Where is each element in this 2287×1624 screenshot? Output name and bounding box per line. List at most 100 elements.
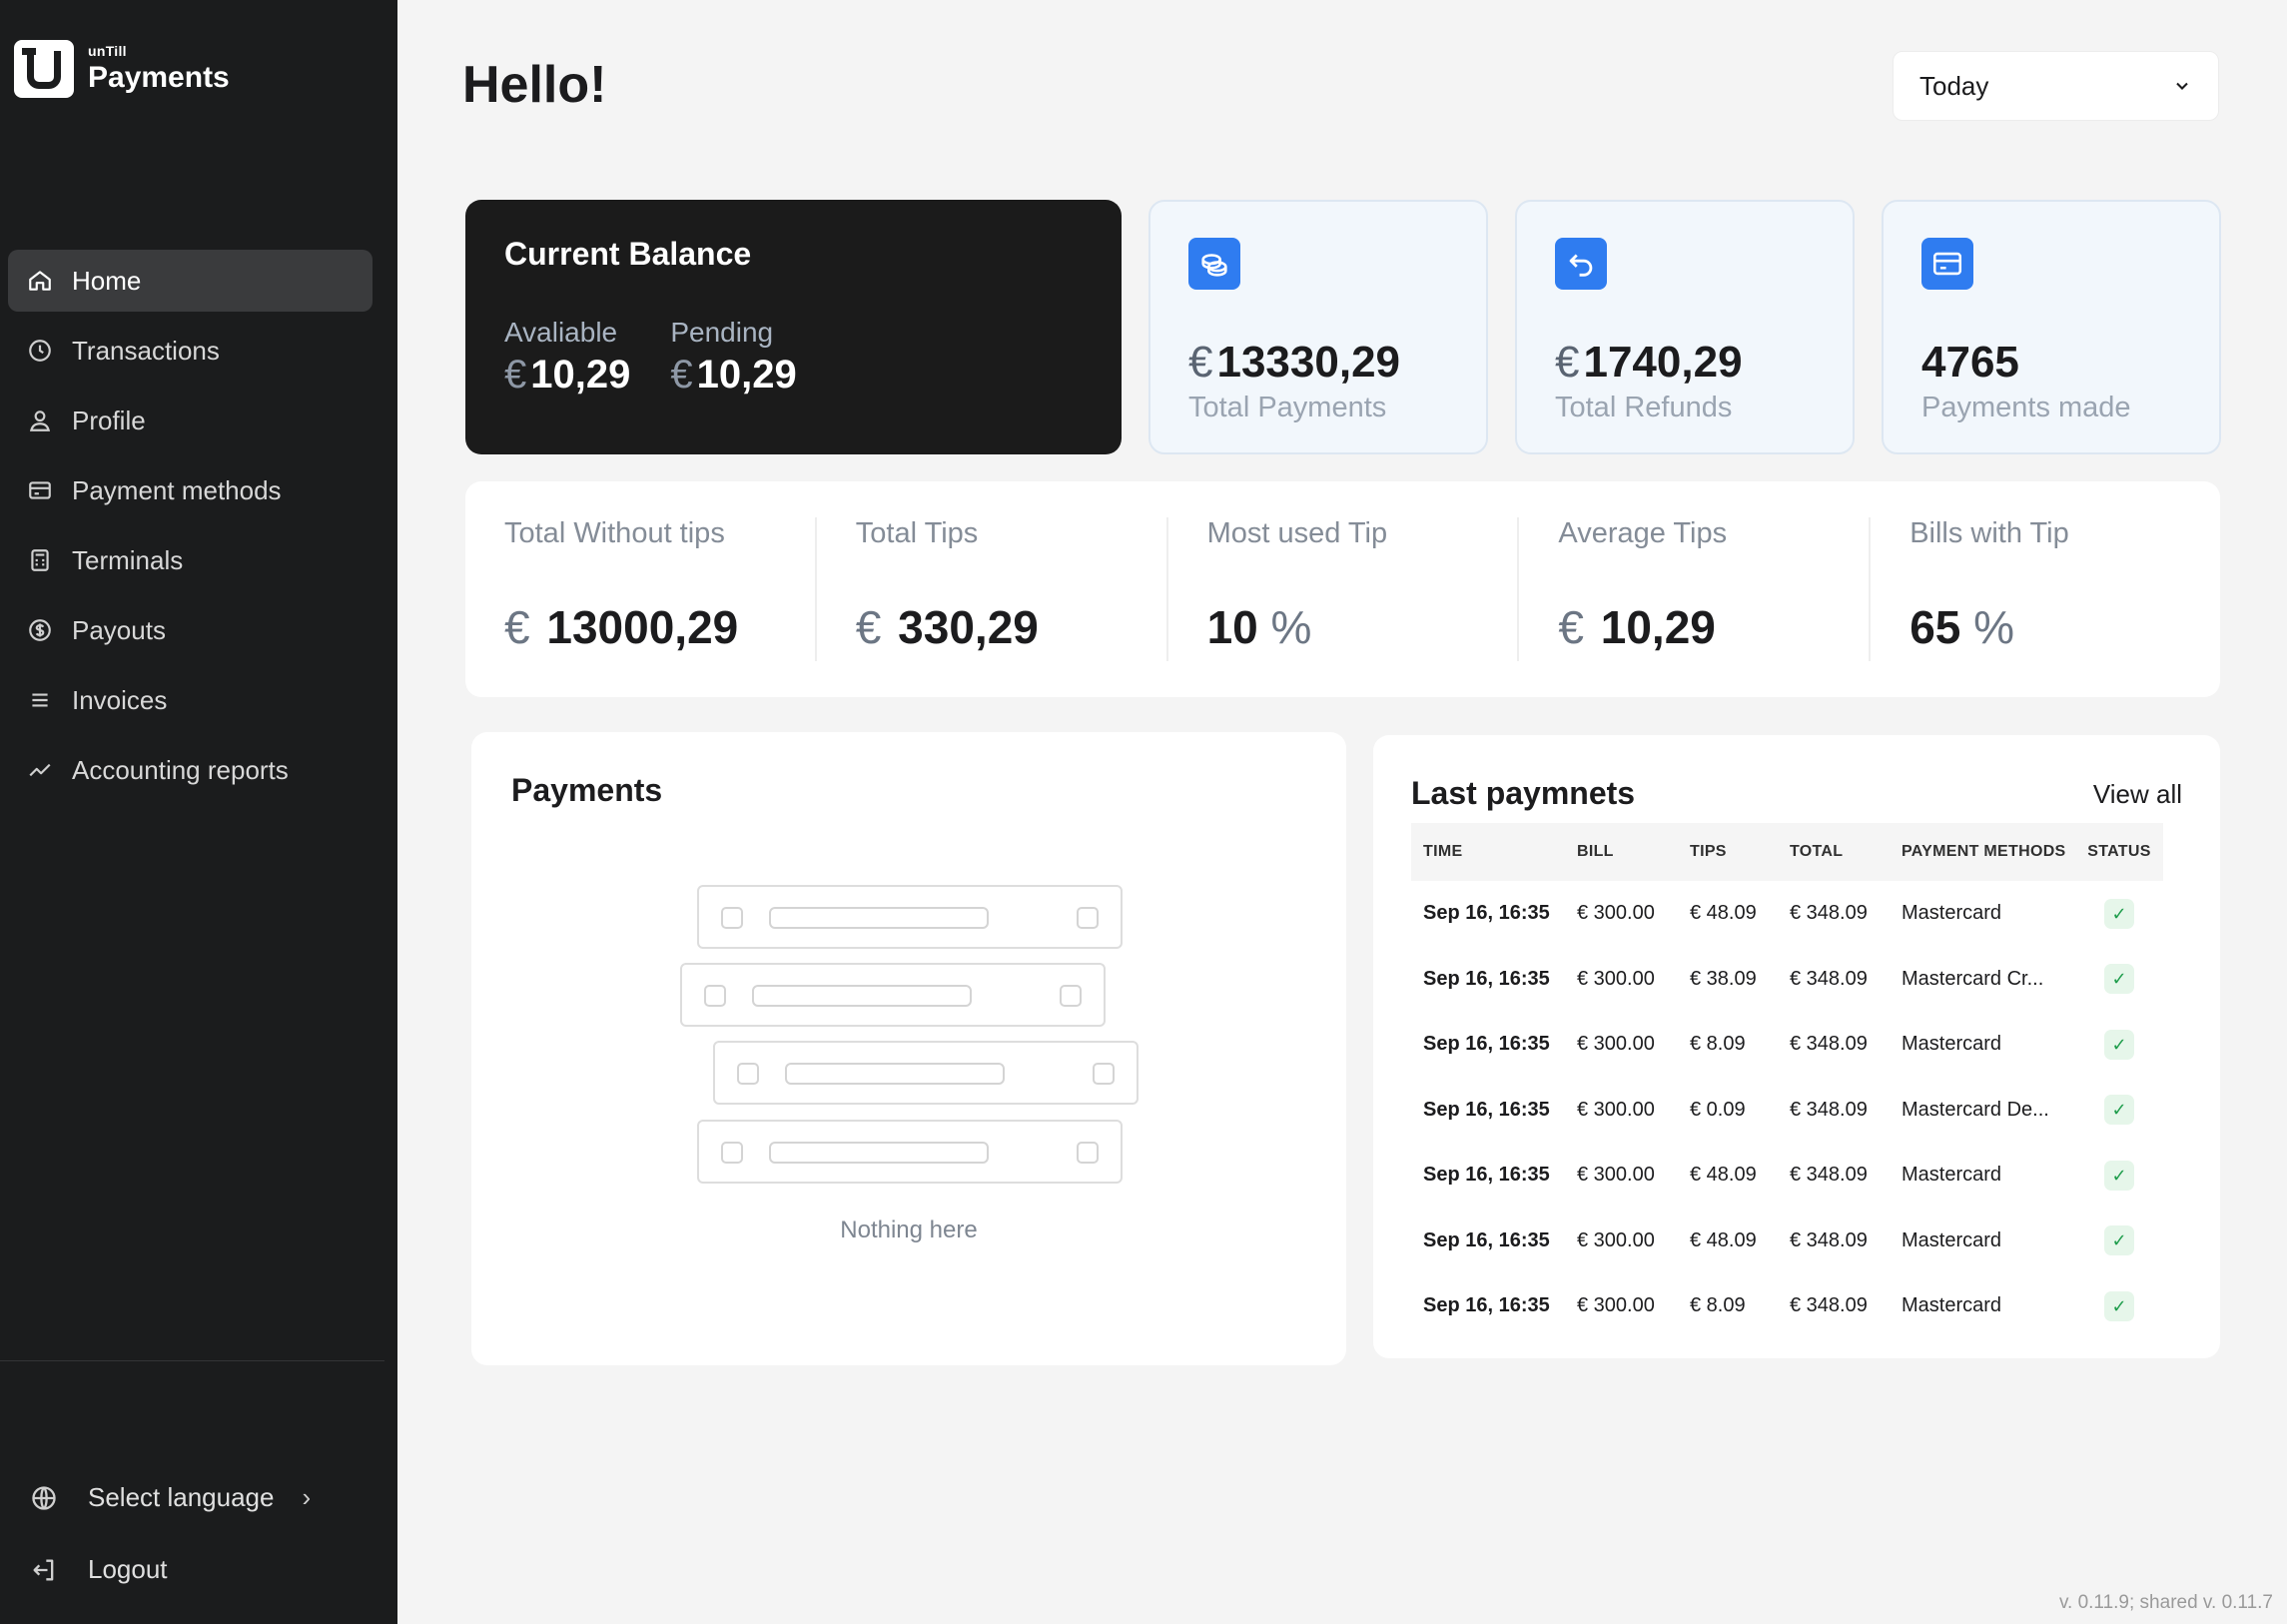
table-row[interactable]: Sep 16, 16:35 € 300.00 € 0.09 € 348.09 Maste… [1411, 1078, 2163, 1144]
payment-bill: € 300.00 [1577, 1033, 1655, 1056]
dollar-icon [26, 616, 54, 644]
sidebar-item-payment-methods[interactable]: Payment methods [8, 459, 373, 521]
sidebar-item-profile[interactable]: Profile [8, 390, 373, 451]
total-refunds-value: 1740,29 [1583, 338, 1743, 387]
tip-total-without-tips: Total Without tips € 13000,29 [465, 517, 817, 661]
sidebar-item-terminals[interactable]: Terminals [8, 529, 373, 591]
sidebar-item-home[interactable]: Home [8, 250, 373, 312]
pending-label: Pending [670, 317, 774, 348]
logout-icon [33, 1559, 54, 1580]
percent-symbol: % [1973, 601, 2015, 653]
logo-brand: unTill [88, 43, 127, 59]
period-select[interactable]: Today [1893, 51, 2219, 121]
payment-bill: € 300.00 [1577, 1228, 1655, 1251]
sidebar-item-accounting-reports[interactable]: Accounting reports [8, 739, 373, 801]
payments-made-label: Payments made [1921, 392, 2131, 423]
sidebar-item-label: Invoices [72, 684, 168, 715]
trend-icon [26, 756, 54, 784]
total-payments-value: 13330,29 [1216, 338, 1401, 387]
logo[interactable]: unTill Payments [14, 40, 230, 98]
total-payments-label: Total Payments [1188, 392, 1387, 423]
tip-value: 330,29 [898, 601, 1039, 653]
currency-symbol: € [504, 353, 527, 397]
clock-icon [26, 337, 54, 365]
total-refunds-label: Total Refunds [1555, 392, 1733, 423]
page-title: Hello! [462, 56, 607, 114]
select-language-button[interactable]: Select language › [30, 1482, 370, 1513]
table-row[interactable]: Sep 16, 16:35 € 300.00 € 48.09 € 348.09 Mast… [1411, 1209, 2163, 1274]
sidebar-item-label: Home [72, 265, 142, 296]
last-payments-panel: Last paymnets View all TIME BILL TIPS TO… [1373, 735, 2220, 1358]
card-icon [26, 476, 54, 504]
sidebar-item-payouts[interactable]: Payouts [8, 599, 373, 661]
payment-tips: € 8.09 [1690, 1294, 1746, 1317]
payment-status: ✓ [2075, 1143, 2163, 1209]
select-language-label: Select language [88, 1482, 275, 1512]
sidebar-item-label: Transactions [72, 335, 220, 366]
tip-value: 10 [1206, 601, 1258, 653]
card-icon [1921, 238, 1973, 290]
tip-label: Average Tips [1558, 517, 1728, 549]
payment-status: ✓ [2075, 1012, 2163, 1078]
payment-time: Sep 16, 16:35 [1423, 1098, 1550, 1121]
payment-total: € 348.09 [1790, 1098, 1868, 1121]
payment-bill: € 300.00 [1577, 1164, 1655, 1187]
table-row[interactable]: Sep 16, 16:35 € 300.00 € 48.09 € 348.09 Mast… [1411, 881, 2163, 947]
payment-bill: € 300.00 [1577, 1098, 1655, 1121]
sidebar-divider [0, 1360, 384, 1361]
placeholder-row [697, 885, 1123, 949]
tip-value: 13000,29 [546, 601, 739, 653]
table-row[interactable]: Sep 16, 16:35 € 300.00 € 48.09 € 348.09 Mast… [1411, 1143, 2163, 1209]
chevron-right-icon: › [302, 1482, 312, 1512]
available-balance: Avaliable €10,29 [504, 317, 630, 398]
payment-time: Sep 16, 16:35 [1423, 1294, 1550, 1317]
last-payments-table: TIME BILL TIPS TOTAL PAYMENT METHODS STA… [1411, 823, 2163, 1339]
sidebar-item-invoices[interactable]: Invoices [8, 669, 373, 731]
list-icon [26, 686, 54, 714]
sidebar-item-transactions[interactable]: Transactions [8, 320, 373, 382]
view-all-link[interactable]: View all [2092, 779, 2182, 809]
payment-total: € 348.09 [1790, 1164, 1868, 1187]
column-header-bill: BILL [1565, 823, 1678, 881]
checkmark-icon: ✓ [2104, 1160, 2134, 1191]
logout-button[interactable]: Logout [30, 1554, 370, 1585]
tip-label: Total Tips [855, 517, 979, 549]
checkmark-icon: ✓ [2104, 898, 2134, 929]
table-row[interactable]: Sep 16, 16:35 € 300.00 € 38.09 € 348.09 Mast… [1411, 947, 2163, 1013]
refund-icon [1555, 238, 1607, 290]
payment-tips: € 48.09 [1690, 1164, 1757, 1187]
payment-method: Mastercard [1902, 902, 2002, 925]
payments-made-value: 4765 [1921, 338, 2019, 387]
payment-status: ✓ [2075, 947, 2163, 1013]
tip-most-used: Most used Tip 10 % [1168, 517, 1520, 661]
currency-symbol: € [670, 353, 693, 397]
payments-made-card: 4765 Payments made [1882, 200, 2221, 454]
currency-symbol: € [504, 601, 530, 653]
payment-status: ✓ [2075, 881, 2163, 947]
payment-total: € 348.09 [1790, 967, 1868, 990]
payment-bill: € 300.00 [1577, 1294, 1655, 1317]
table-header-row: TIME BILL TIPS TOTAL PAYMENT METHODS STA… [1411, 823, 2163, 881]
sidebar-item-label: Payouts [72, 614, 166, 645]
payment-time: Sep 16, 16:35 [1423, 902, 1550, 925]
payment-time: Sep 16, 16:35 [1423, 967, 1550, 990]
payment-method: Mastercard [1902, 1164, 2002, 1187]
table-row[interactable]: Sep 16, 16:35 € 300.00 € 8.09 € 348.09 Maste… [1411, 1012, 2163, 1078]
table-row[interactable]: Sep 16, 16:35 € 300.00 € 8.09 € 348.09 Maste… [1411, 1273, 2163, 1339]
calculator-icon [26, 546, 54, 574]
column-header-tips: TIPS [1678, 823, 1778, 881]
payment-bill: € 300.00 [1577, 902, 1655, 925]
sidebar: unTill Payments Home Transactions Profil… [0, 0, 397, 1624]
tip-average: Average Tips € 10,29 [1519, 517, 1872, 661]
payment-status: ✓ [2075, 1078, 2163, 1144]
placeholder-row [697, 1120, 1123, 1184]
available-value: 10,29 [530, 353, 631, 397]
payment-tips: € 48.09 [1690, 902, 1757, 925]
currency-symbol: € [1558, 601, 1584, 653]
payment-total: € 348.09 [1790, 902, 1868, 925]
tip-label: Total Without tips [504, 517, 725, 549]
current-balance-card: Current Balance Avaliable €10,29 Pending… [465, 200, 1122, 454]
payment-method: Mastercard De... [1902, 1098, 2049, 1121]
tip-total-tips: Total Tips € 330,29 [817, 517, 1168, 661]
placeholder-row [713, 1041, 1139, 1105]
